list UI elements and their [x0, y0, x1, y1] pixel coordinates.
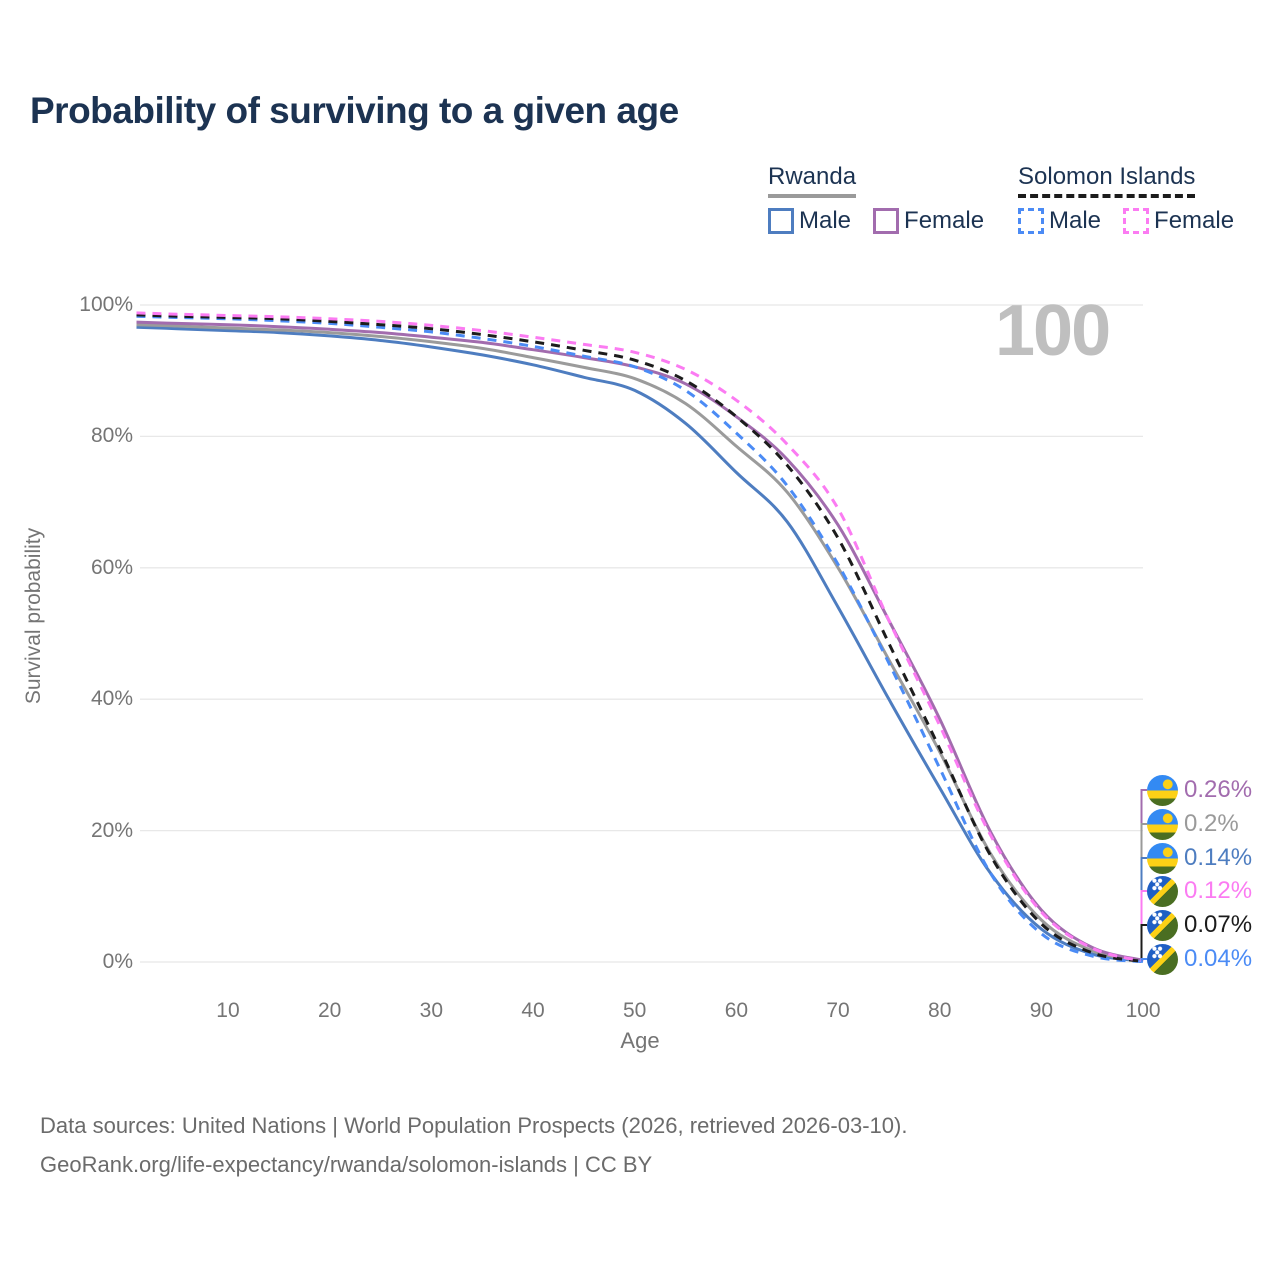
end-value-label: 0.26%: [1184, 776, 1253, 803]
y-tick-label: 80%: [90, 424, 133, 448]
solomon-islands-flag-icon: [1147, 943, 1178, 975]
y-tick-label: 60%: [90, 555, 133, 579]
legend-item-label: Female: [1154, 207, 1235, 234]
x-tick-label: 20: [317, 999, 342, 1022]
x-tick-label: 50: [623, 999, 647, 1022]
legend-items-rwanda: Male Female: [768, 207, 1006, 235]
x-tick-label: 40: [521, 999, 545, 1022]
legend-group-rwanda: Rwanda Male Female: [768, 163, 1006, 235]
y-axis-title: Survival probability: [22, 527, 45, 705]
legend-item-rwanda-male[interactable]: Male: [768, 207, 851, 235]
end-value-label: 0.14%: [1184, 844, 1253, 871]
x-tick-label: 30: [419, 999, 444, 1022]
legend-item-rwanda-female[interactable]: Female: [873, 207, 984, 235]
x-tick-label: 80: [928, 999, 952, 1022]
series-line-rw_m: [136, 325, 1144, 963]
x-axis-title: Age: [620, 1028, 660, 1053]
x-tick-label: 100: [1125, 999, 1161, 1022]
rwanda-male-line-swatch-icon: [768, 208, 794, 234]
legend-items-solomon-islands: Male Female: [1018, 207, 1256, 235]
y-tick-label: 0%: [102, 950, 133, 973]
legend-title-solomon-islands[interactable]: Solomon Islands: [1018, 163, 1196, 198]
footer-data-sources: Data sources: United Nations | World Pop…: [40, 1113, 908, 1138]
series-line-rw_f: [136, 320, 1144, 962]
legend-item-solomon-male[interactable]: Male: [1018, 207, 1101, 235]
legend-item-label: Male: [1049, 207, 1102, 234]
solomon-male-line-swatch-icon: [1018, 208, 1044, 234]
end-value-label: 0.04%: [1184, 945, 1253, 972]
solomon-islands-flag-icon: [1147, 875, 1178, 907]
series-line-rw_t: [136, 323, 1144, 963]
legend-group-solomon-islands: Solomon Islands Male Female: [1018, 163, 1256, 235]
rwanda-female-line-swatch-icon: [873, 208, 900, 234]
x-tick-label: 90: [1029, 999, 1054, 1022]
series-line-si_m: [136, 314, 1144, 964]
footer: Data sources: United Nations | World Pop…: [40, 1106, 907, 1184]
rwanda-flag-icon: [1147, 774, 1178, 806]
x-tick-label: 60: [724, 999, 749, 1022]
footer-attribution: GeoRank.org/life-expectancy/rwanda/solom…: [40, 1152, 653, 1177]
end-value-label: 0.12%: [1184, 877, 1253, 904]
end-value-label: 0.07%: [1184, 911, 1253, 938]
y-tick-label: 100%: [79, 293, 133, 316]
y-tick-label: 40%: [90, 687, 133, 711]
series-line-si_f: [136, 311, 1144, 963]
age-watermark: 100: [995, 291, 1111, 371]
x-tick-label: 70: [826, 999, 850, 1022]
end-value-label: 0.2%: [1184, 810, 1239, 837]
solomon-female-line-swatch-icon: [1123, 208, 1150, 234]
series-line-si_t: [136, 313, 1144, 963]
solomon-islands-flag-icon: [1147, 909, 1178, 941]
legend-title-rwanda[interactable]: Rwanda: [768, 163, 857, 198]
y-tick-label: 20%: [90, 818, 133, 842]
page-title: Probability of surviving to a given age: [30, 90, 679, 131]
legend-item-solomon-female[interactable]: Female: [1123, 207, 1234, 235]
end-label-connector: [1140, 924, 1147, 963]
legend-item-label: Female: [904, 207, 985, 234]
rwanda-flag-icon: [1147, 808, 1178, 840]
rwanda-flag-icon: [1147, 842, 1178, 874]
end-label-connector: [1140, 958, 1147, 963]
legend-item-label: Male: [799, 207, 852, 234]
x-tick-label: 10: [216, 999, 240, 1022]
